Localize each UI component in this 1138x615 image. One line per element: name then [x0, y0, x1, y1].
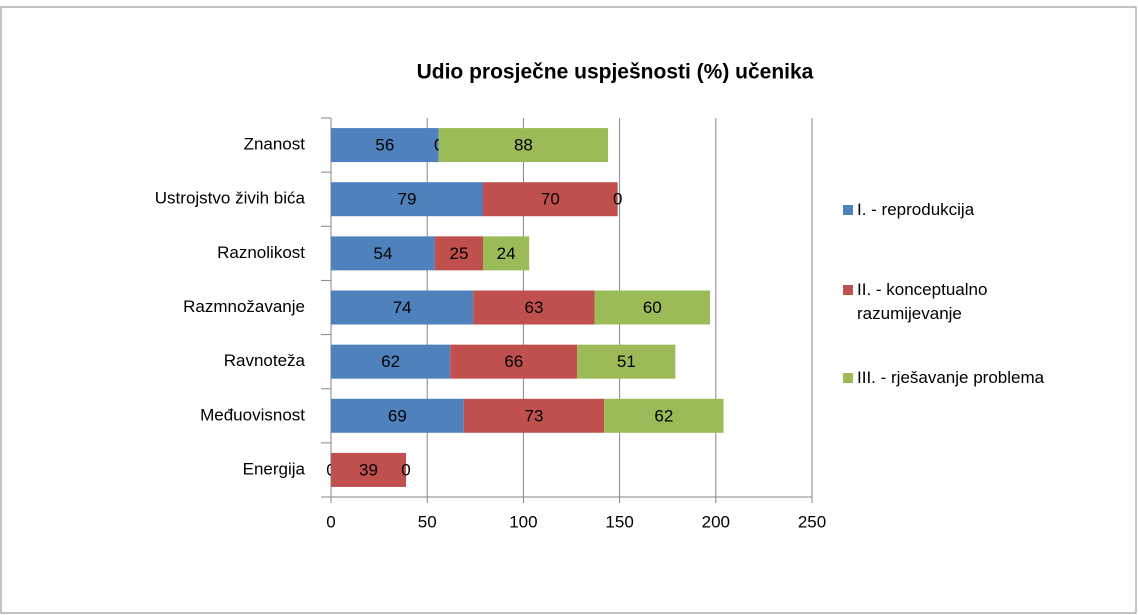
legend-item: I. - reprodukcija — [843, 198, 1137, 222]
bar-segment — [482, 236, 530, 271]
y-tick-label: Ravnoteža — [224, 351, 306, 370]
bar-segment — [450, 344, 578, 379]
bar-segment — [434, 236, 483, 271]
y-tick-label: Razmnožavanje — [183, 297, 305, 316]
y-tick-label: Energija — [243, 459, 306, 478]
x-tick-label: 150 — [605, 512, 633, 531]
bar-segment — [438, 128, 609, 163]
data-label: 79 — [398, 190, 417, 209]
y-tick-label: Raznolikost — [217, 243, 305, 262]
x-tick-label: 50 — [418, 512, 437, 531]
data-label: 60 — [643, 298, 662, 317]
legend-swatch — [843, 373, 853, 383]
legend-item: II. - konceptualno razumijevanje — [843, 278, 1047, 326]
chart-title: Udio prosječne uspješnosti (%) učenika — [417, 61, 814, 84]
data-label: 0 — [401, 460, 410, 479]
bar-segment — [331, 236, 435, 271]
legend-label: III. - rješavanje problema — [857, 368, 1045, 387]
data-label: 73 — [525, 406, 544, 425]
data-label: 0 — [613, 190, 622, 209]
data-label: 63 — [525, 298, 544, 317]
legend-label: I. - reprodukcija — [857, 200, 975, 219]
bar-segment — [331, 290, 474, 325]
bar-segment — [463, 398, 605, 433]
legend-swatch — [843, 205, 853, 215]
y-tick-label: Znanost — [244, 135, 306, 154]
x-tick-label: 0 — [326, 512, 335, 531]
data-label: 88 — [514, 136, 533, 155]
legend-swatch — [843, 285, 853, 295]
data-label: 39 — [359, 460, 378, 479]
legend-item: III. - rješavanje problema — [843, 366, 1137, 390]
data-label: 25 — [449, 244, 468, 263]
bar-segment — [331, 182, 483, 217]
x-tick-label: 100 — [509, 512, 537, 531]
bar-segment — [473, 290, 595, 325]
data-label: 54 — [373, 244, 392, 263]
bar-segment — [331, 398, 464, 433]
data-label: 24 — [497, 244, 516, 263]
data-label: 74 — [393, 298, 412, 317]
x-tick-label: 250 — [798, 512, 826, 531]
bar-segment — [577, 344, 676, 379]
bar-segment — [331, 452, 407, 487]
bar-segment — [594, 290, 711, 325]
bar-segment — [331, 128, 439, 163]
data-label: 66 — [504, 352, 523, 371]
data-label: 62 — [654, 406, 673, 425]
bar-segment — [482, 182, 618, 217]
data-label: 56 — [375, 136, 394, 155]
data-label: 70 — [541, 190, 560, 209]
data-label: 62 — [381, 352, 400, 371]
data-label: 69 — [388, 406, 407, 425]
y-tick-label: Međuovisnost — [200, 405, 305, 424]
bar-segment — [331, 344, 451, 379]
bar-segment — [604, 398, 724, 433]
x-tick-label: 200 — [702, 512, 730, 531]
legend-label: II. - konceptualno razumijevanje — [857, 280, 988, 323]
y-tick-label: Ustrojstvo živih bića — [155, 189, 306, 208]
data-label: 51 — [617, 352, 636, 371]
